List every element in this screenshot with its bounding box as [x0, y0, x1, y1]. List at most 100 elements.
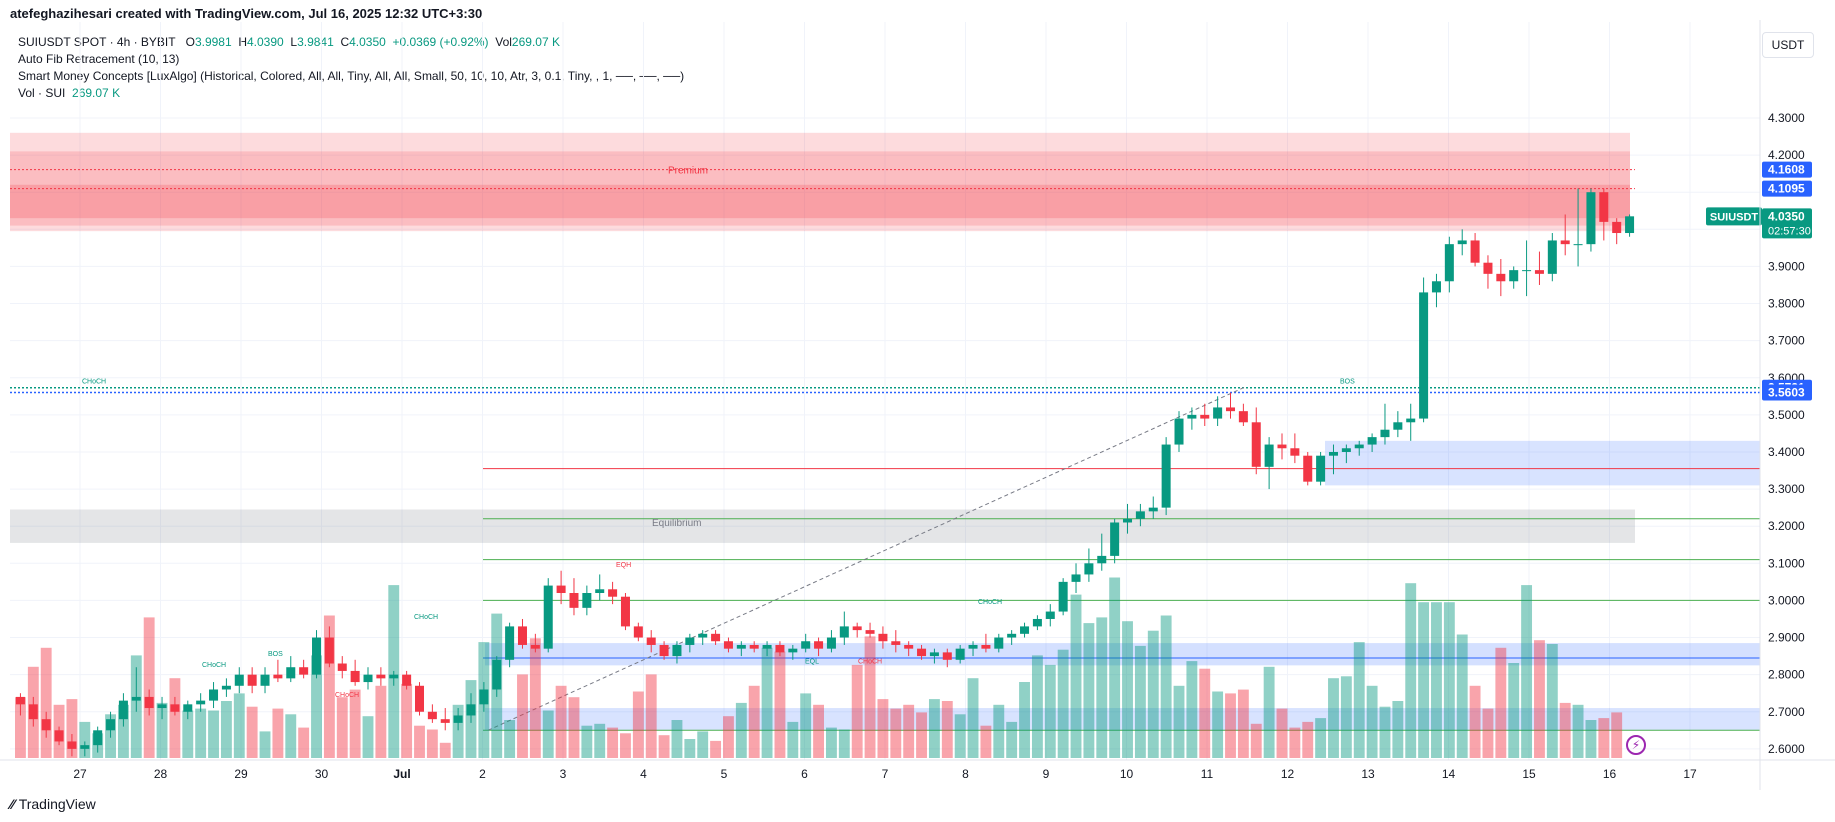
symbol-legend-row[interactable]: SUIUSDT SPOT · 4h · BYBIT O3.9981 H4.039… — [18, 34, 684, 51]
candle-body — [1419, 292, 1429, 419]
volume-bar — [298, 727, 310, 758]
candle-body — [286, 667, 296, 679]
y-tick-label: 2.9000 — [1768, 631, 1805, 645]
volume-indicator-legend[interactable]: Vol · SUI 269.07 K — [18, 85, 684, 102]
equilibrium-zone — [10, 509, 1635, 543]
volume-bar — [916, 712, 927, 758]
volume-bar — [1212, 691, 1224, 758]
volume-bar — [1109, 577, 1121, 758]
volume-bar — [439, 742, 451, 758]
candle-body — [762, 644, 772, 649]
x-tick-label: 8 — [962, 767, 969, 781]
candle-body — [749, 644, 759, 649]
price-badge-bg — [1762, 180, 1812, 197]
volume-bar — [143, 617, 155, 758]
volume-bar — [1044, 664, 1056, 758]
volume-bar — [1598, 718, 1610, 758]
volume-bar — [568, 697, 580, 758]
candle-body — [1264, 444, 1274, 467]
candle-body — [775, 644, 785, 653]
candle-body — [968, 644, 978, 649]
candle-body — [273, 674, 283, 679]
symbol-name[interactable]: SUIUSDT SPOT · 4h · BYBIT — [18, 35, 176, 49]
price-badge-bg — [1762, 161, 1812, 178]
volume-bar — [169, 678, 181, 758]
volume-bar — [1070, 594, 1082, 758]
demand-zone-1 — [1325, 440, 1760, 486]
volume-indicator-name: Vol · SUI — [18, 86, 66, 100]
candle-body — [659, 644, 669, 657]
y-tick-label: 3.0000 — [1768, 593, 1805, 607]
chart-annotation: EQL — [805, 659, 819, 666]
smc-indicator-legend[interactable]: Smart Money Concepts [LuxAlgo] (Historic… — [18, 69, 685, 83]
candle-body — [929, 652, 939, 657]
volume-bar — [1340, 676, 1352, 758]
candle-body — [28, 704, 38, 720]
candle-body — [1007, 633, 1017, 638]
volume-indicator-value: 269.07 K — [72, 86, 121, 100]
candle-body — [1341, 448, 1351, 452]
x-tick-label: 13 — [1361, 767, 1375, 781]
fib-indicator-legend[interactable]: Auto Fib Retracement (10, 13) — [18, 52, 180, 66]
volume-bar — [1508, 663, 1520, 758]
candle-body — [801, 641, 811, 649]
volume-bar — [1546, 644, 1558, 758]
candle-body — [247, 674, 257, 686]
candle-body — [427, 711, 437, 720]
candle-body — [1547, 240, 1557, 274]
candle-body — [376, 674, 386, 679]
candle-body — [1483, 262, 1493, 274]
volume-bar — [15, 697, 26, 758]
candle-body — [595, 589, 605, 593]
volume-bar — [1469, 685, 1481, 758]
candle-body — [1316, 455, 1326, 482]
candle-body — [183, 704, 193, 712]
y-tick-label: 3.2000 — [1768, 519, 1805, 533]
candle-body — [1406, 418, 1416, 423]
candle-body — [1444, 244, 1454, 282]
candle-body — [15, 696, 25, 705]
demand-zone-3 — [485, 708, 1760, 731]
volume-bar — [1405, 583, 1417, 758]
volume-bar — [1328, 678, 1339, 758]
high-label: H — [238, 35, 247, 49]
volume-bar — [1147, 630, 1159, 758]
volume-bar — [735, 702, 747, 758]
candle-body — [453, 715, 463, 723]
volume-bar — [259, 731, 271, 758]
candle-body — [1290, 448, 1300, 456]
candle-body — [118, 700, 128, 720]
candle-body — [1135, 511, 1145, 519]
lightning-icon[interactable]: ⚡ — [1626, 735, 1646, 755]
price-badge-countdown: 02:57:30 — [1768, 225, 1811, 237]
candle-body — [530, 644, 540, 649]
open-label: O — [185, 35, 195, 49]
price-badge-bg — [1762, 208, 1812, 239]
y-tick-label: 3.4000 — [1768, 445, 1805, 459]
candle-body — [543, 585, 553, 649]
volume-bar — [1289, 727, 1301, 758]
volume-bar — [246, 706, 258, 758]
volume-bar — [1006, 721, 1018, 758]
candle-body — [1470, 240, 1480, 263]
x-tick-label: 7 — [882, 767, 889, 781]
vol-label: Vol — [495, 35, 512, 49]
candle-body — [891, 641, 901, 645]
volume-bar — [1392, 701, 1404, 758]
volume-bar — [723, 716, 734, 758]
volume-bar — [826, 727, 837, 758]
candle-body — [1200, 414, 1210, 419]
volume-bar — [632, 691, 644, 758]
x-tick-label: 16 — [1603, 767, 1617, 781]
candle-body — [1367, 437, 1377, 445]
candle-body — [67, 741, 77, 749]
close-value: 4.0350 — [349, 35, 386, 49]
candle-body — [981, 644, 991, 649]
currency-selector[interactable]: USDT — [1762, 32, 1814, 58]
volume-bar — [375, 685, 387, 758]
volume-bar — [1495, 647, 1507, 758]
candle-body — [1238, 411, 1248, 423]
volume-bar — [220, 701, 232, 758]
candle-body — [440, 719, 450, 723]
